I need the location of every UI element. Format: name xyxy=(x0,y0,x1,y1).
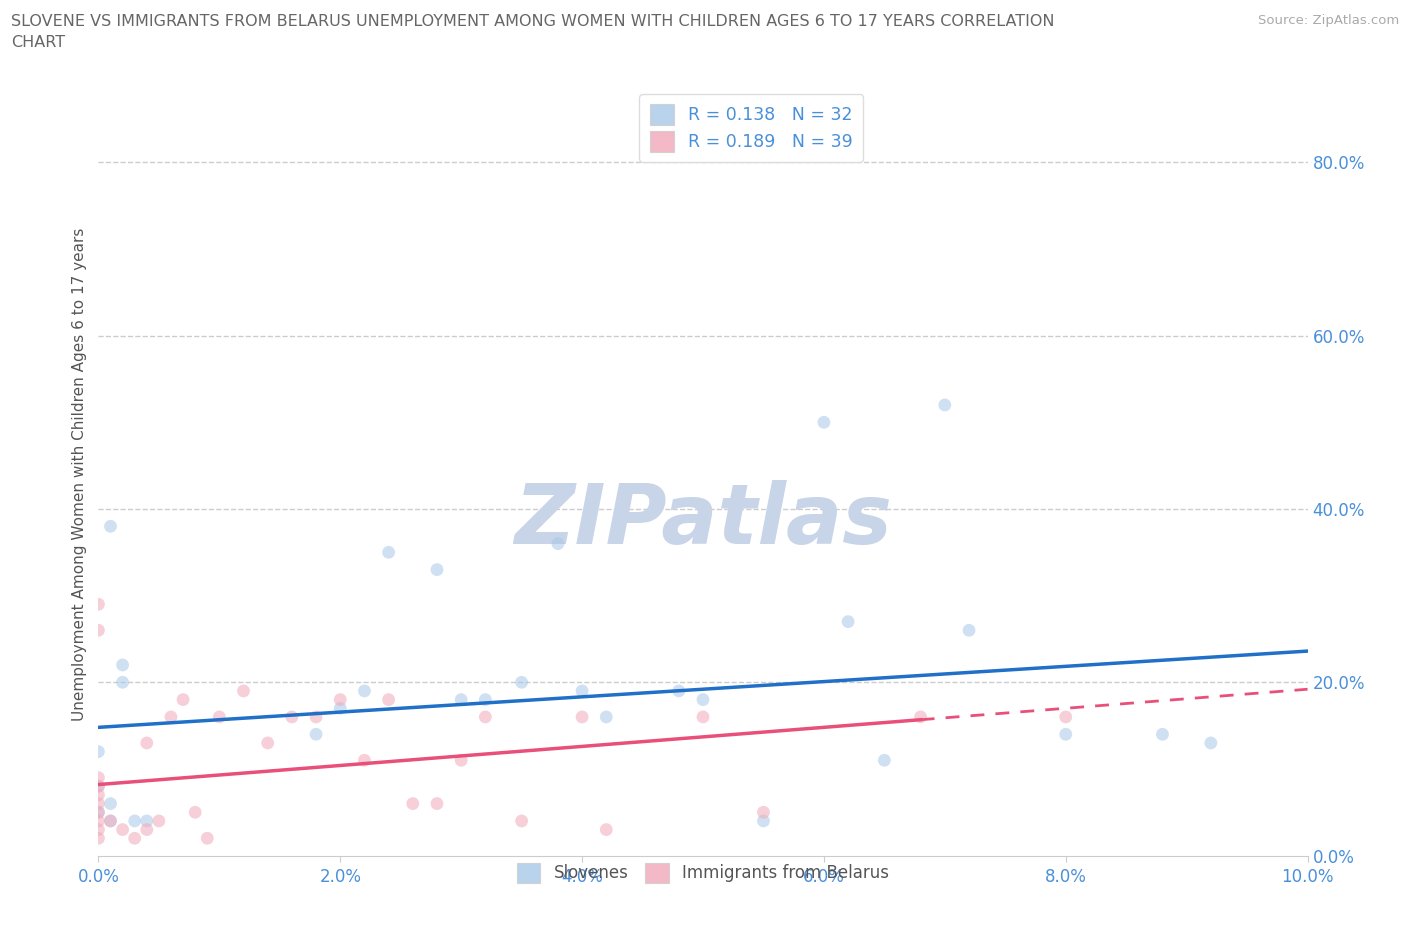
Point xyxy=(377,692,399,707)
Point xyxy=(111,822,134,837)
Point xyxy=(87,788,110,803)
Point xyxy=(595,822,617,837)
Point xyxy=(305,710,328,724)
Point xyxy=(160,710,183,724)
Point xyxy=(135,814,157,829)
Point xyxy=(353,684,375,698)
Point xyxy=(571,684,593,698)
Point xyxy=(87,830,110,845)
Point xyxy=(195,830,218,845)
Point xyxy=(474,692,496,707)
Point xyxy=(111,658,134,672)
Point xyxy=(837,614,859,629)
Point xyxy=(595,710,617,724)
Point xyxy=(87,796,110,811)
Point xyxy=(1152,727,1174,742)
Point xyxy=(668,684,690,698)
Point xyxy=(87,623,110,638)
Point xyxy=(100,796,122,811)
Point xyxy=(124,814,146,829)
Point xyxy=(135,822,157,837)
Point xyxy=(1054,710,1077,724)
Point xyxy=(692,692,714,707)
Point xyxy=(752,804,775,819)
Point xyxy=(256,736,278,751)
Point xyxy=(474,710,496,724)
Point xyxy=(87,778,110,793)
Point xyxy=(208,710,231,724)
Text: SLOVENE VS IMMIGRANTS FROM BELARUS UNEMPLOYMENT AMONG WOMEN WITH CHILDREN AGES 6: SLOVENE VS IMMIGRANTS FROM BELARUS UNEMP… xyxy=(11,14,1054,29)
Point xyxy=(450,753,472,768)
Text: ZIPatlas: ZIPatlas xyxy=(515,480,891,561)
Point xyxy=(184,804,207,819)
Point xyxy=(329,701,352,716)
Point xyxy=(124,830,146,845)
Point xyxy=(87,597,110,612)
Point xyxy=(450,692,472,707)
Point xyxy=(100,814,122,829)
Point xyxy=(87,804,110,819)
Point xyxy=(547,537,569,551)
Point xyxy=(910,710,932,724)
Point xyxy=(934,397,956,412)
Point xyxy=(172,692,194,707)
Point xyxy=(87,804,110,819)
Point xyxy=(1199,736,1222,751)
Point xyxy=(87,778,110,793)
Point xyxy=(426,796,449,811)
Point xyxy=(813,415,835,430)
Point xyxy=(111,675,134,690)
Text: Source: ZipAtlas.com: Source: ZipAtlas.com xyxy=(1258,14,1399,27)
Point xyxy=(510,675,533,690)
Point xyxy=(281,710,304,724)
Y-axis label: Unemployment Among Women with Children Ages 6 to 17 years: Unemployment Among Women with Children A… xyxy=(72,228,87,721)
Point xyxy=(1054,727,1077,742)
Point xyxy=(957,623,980,638)
Legend: Slovenes, Immigrants from Belarus: Slovenes, Immigrants from Belarus xyxy=(510,857,896,889)
Point xyxy=(510,814,533,829)
Point xyxy=(571,710,593,724)
Point xyxy=(752,814,775,829)
Point xyxy=(353,753,375,768)
Point xyxy=(87,744,110,759)
Point xyxy=(135,736,157,751)
Point xyxy=(87,822,110,837)
Point xyxy=(232,684,254,698)
Point xyxy=(87,770,110,785)
Point xyxy=(100,814,122,829)
Text: CHART: CHART xyxy=(11,35,65,50)
Point xyxy=(329,692,352,707)
Point xyxy=(148,814,170,829)
Point xyxy=(873,753,896,768)
Point xyxy=(305,727,328,742)
Point xyxy=(402,796,425,811)
Point xyxy=(87,814,110,829)
Point xyxy=(426,562,449,577)
Point xyxy=(692,710,714,724)
Point xyxy=(377,545,399,560)
Point xyxy=(100,519,122,534)
